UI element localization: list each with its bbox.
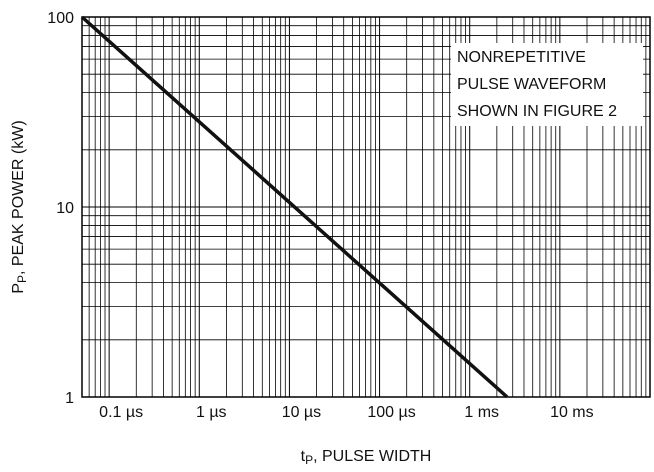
x-tick-label: 1 µs bbox=[196, 404, 227, 421]
x-tick-label: 10 µs bbox=[282, 404, 321, 421]
annotation-line: NONREPETITIVE bbox=[457, 49, 586, 66]
series-line bbox=[80, 15, 509, 399]
annotation-background bbox=[451, 43, 643, 126]
x-tick-label-bg bbox=[191, 401, 232, 421]
x-tick-label-bg bbox=[461, 401, 502, 421]
y-tick-label: 100 bbox=[47, 10, 74, 27]
x-axis-title: tP, PULSE WIDTH bbox=[301, 448, 432, 467]
x-tick-label-bg bbox=[92, 401, 150, 421]
x-tick-labels: 0.1 µs 1 µs 10 µs 100 µs 1 ms 10 ms bbox=[92, 401, 597, 421]
x-tick-label-bg bbox=[362, 401, 421, 421]
series-layer bbox=[80, 15, 509, 399]
x-tick-label-bg bbox=[547, 401, 597, 421]
annotation-box: NONREPETITIVE PULSE WAVEFORM SHOWN IN FIGU… bbox=[451, 43, 643, 126]
y-tick-label: 1 bbox=[65, 390, 74, 407]
annotation-line: PULSE WAVEFORM bbox=[457, 76, 606, 93]
x-tick-label: 100 µs bbox=[367, 404, 415, 421]
y-axis-title: PP, PEAK POWER (kW) bbox=[10, 120, 29, 293]
annotation-line: SHOWN IN FIGURE 2 bbox=[457, 103, 617, 120]
plot-frame bbox=[81, 16, 651, 398]
x-tick-label: 0.1 µs bbox=[99, 404, 143, 421]
x-tick-label: 10 ms bbox=[550, 404, 594, 421]
y-tick-label: 10 bbox=[56, 200, 74, 217]
x-tick-label-bg bbox=[276, 401, 326, 421]
x-tick-label: 1 ms bbox=[464, 404, 499, 421]
y-tick-labels: 1 10 100 bbox=[47, 10, 74, 407]
